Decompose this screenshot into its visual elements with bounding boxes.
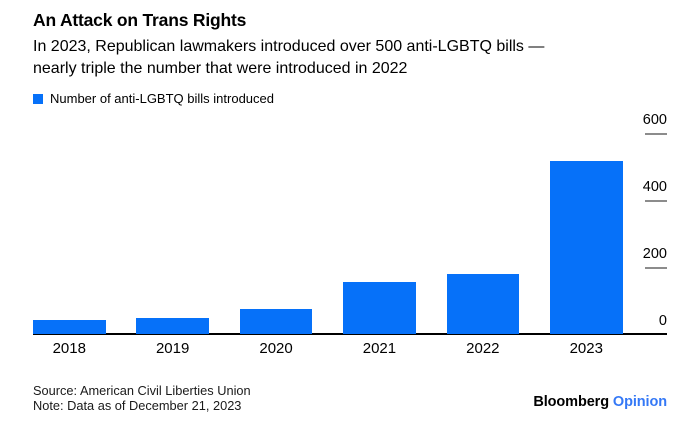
chart-title: An Attack on Trans Rights	[33, 10, 247, 30]
x-tick-label-2023: 2023	[569, 340, 603, 357]
chart-subtitle-line-2: nearly triple the number that were intro…	[33, 60, 408, 77]
legend-label: Number of anti-LGBTQ bills introduced	[50, 91, 274, 106]
bar-2022	[446, 273, 520, 334]
opinion-wordmark: Opinion	[612, 394, 667, 410]
legend-square-swatch-icon	[33, 93, 43, 104]
note-text: Note: Data as of December 21, 2023	[33, 397, 242, 413]
y-tick-mark-400	[645, 200, 667, 202]
chart-legend: Number of anti-LGBTQ bills introduced	[33, 91, 274, 106]
chart-subtitle-line-1: In 2023, Republican lawmakers introduced…	[33, 38, 545, 55]
source-text: Source: American Civil Liberties Union	[33, 383, 251, 398]
x-tick-label-2019: 2019	[155, 340, 190, 357]
bar-2021	[343, 282, 416, 334]
y-tick-label-600: 600	[642, 112, 667, 128]
y-tick-label-0: 0	[658, 313, 667, 329]
x-tick-label-2021: 2021	[362, 340, 397, 357]
bloomberg-wordmark: Bloomberg	[533, 394, 609, 410]
y-tick-mark-600	[645, 133, 667, 135]
x-tick-label-2022: 2022	[466, 340, 500, 357]
y-tick-label-400: 400	[642, 179, 667, 195]
bar-2020	[239, 308, 313, 334]
x-tick-label-2020: 2020	[259, 340, 293, 357]
x-tick-label-2018: 2018	[52, 340, 86, 357]
chart-subtitle: In 2023, Republican lawmakers introduced…	[33, 36, 544, 80]
y-tick-label-200: 200	[642, 246, 667, 262]
bar-2019	[136, 317, 209, 334]
bar-2023	[550, 161, 623, 334]
bar-2018	[33, 320, 106, 334]
y-tick-mark-200	[645, 267, 667, 269]
bloomberg-opinion-logo: Bloomberg Opinion	[533, 394, 667, 410]
footer-notes: Source: American Civil Liberties Union N…	[33, 383, 251, 413]
